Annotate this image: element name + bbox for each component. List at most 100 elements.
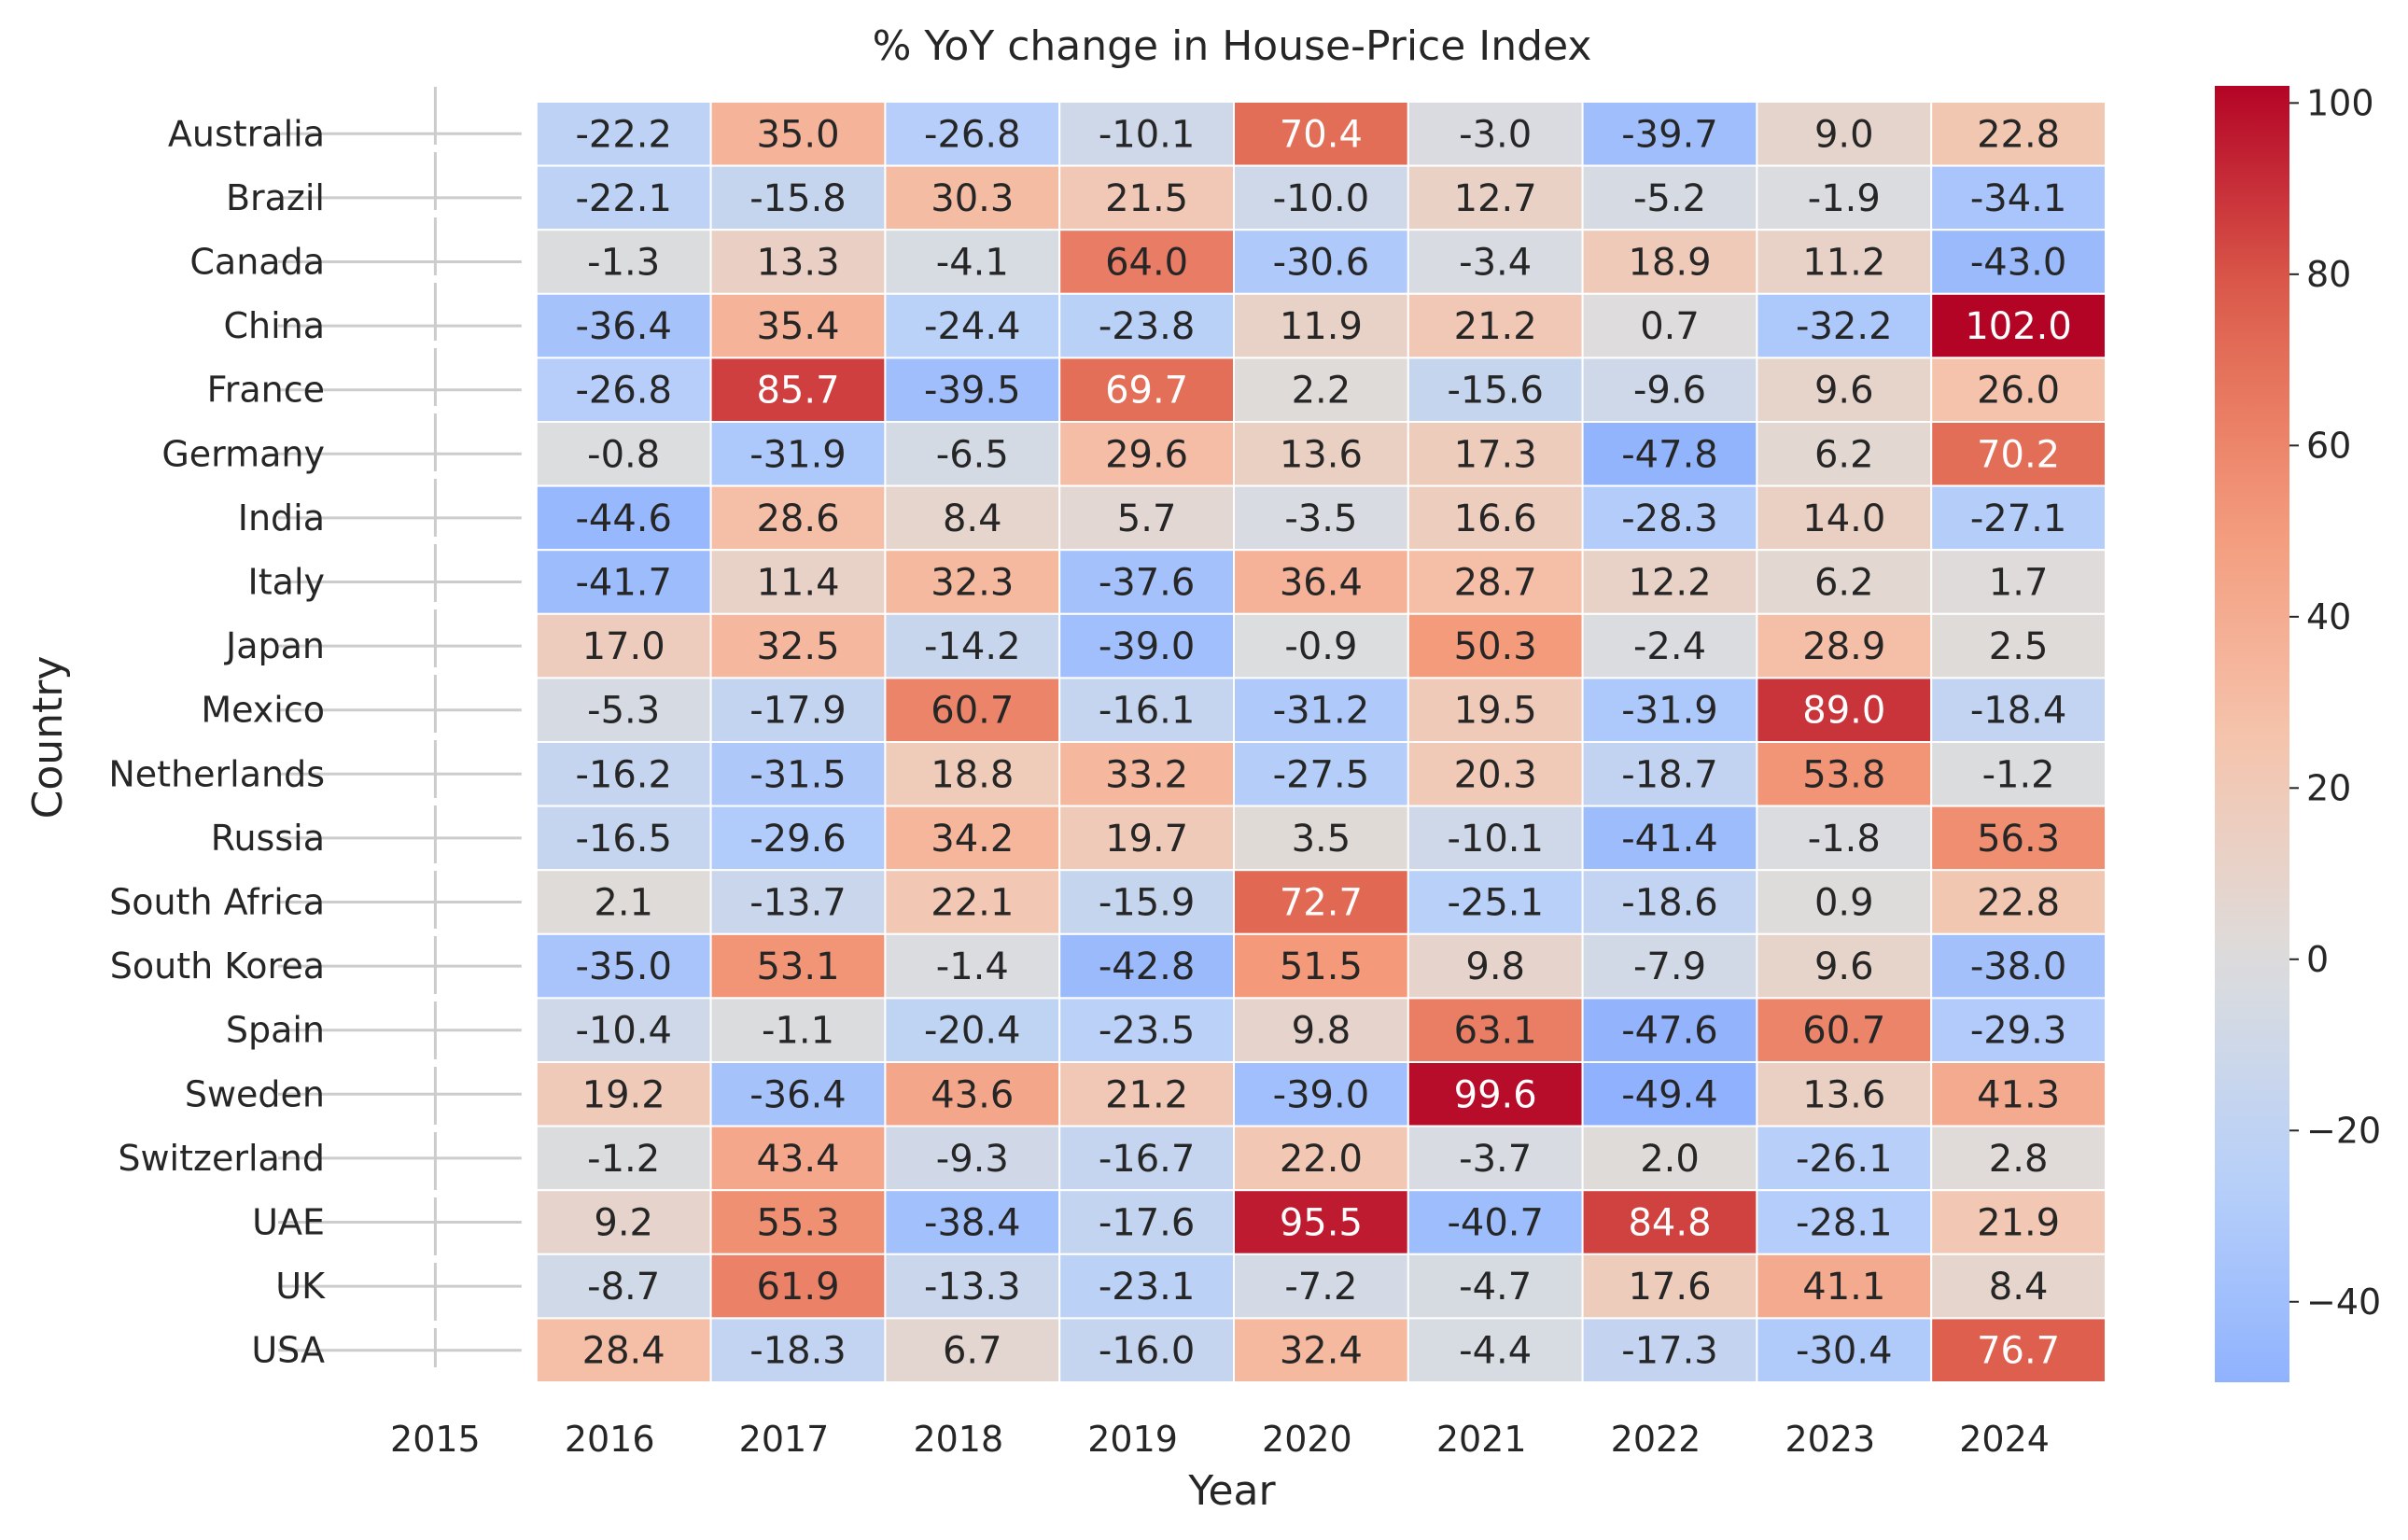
- heatmap-cell: [1407, 677, 1584, 744]
- cell-value-label: 17.0: [582, 625, 665, 668]
- cell-value-label: -31.2: [1273, 690, 1370, 733]
- heatmap-cell: [1407, 357, 1584, 423]
- cell-value-label: -5.3: [587, 690, 660, 733]
- cell-value-label: -39.5: [924, 370, 1021, 413]
- cell-value-label: 9.8: [1465, 945, 1525, 988]
- cell-value-label: 22.1: [931, 882, 1014, 925]
- cell-value-label: 13.6: [1802, 1073, 1885, 1116]
- cell-value-label: 6.2: [1814, 562, 1874, 605]
- heatmap-cell: [1058, 805, 1235, 872]
- cell-value-label: 5.7: [1117, 497, 1177, 540]
- cell-value-label: 30.3: [931, 177, 1014, 220]
- heatmap-cell: [1581, 1189, 1758, 1255]
- heatmap-cell: [1581, 164, 1758, 231]
- cell-value-label: 22.8: [1977, 113, 2060, 156]
- cell-value-label: -4.1: [936, 242, 1009, 285]
- cell-value-label: -8.7: [587, 1266, 660, 1309]
- cell-value-label: 21.5: [1105, 177, 1188, 220]
- heatmap-cell: [709, 869, 887, 935]
- cell-value-label: 18.8: [931, 753, 1014, 796]
- cell-value-label: 50.3: [1454, 625, 1537, 668]
- y-tick-label: Netherlands: [108, 753, 325, 794]
- y-tick-label: Sweden: [185, 1073, 325, 1114]
- heatmap-cell: [1407, 101, 1584, 167]
- heatmap-cell: [1756, 1125, 1933, 1192]
- heatmap-cell: [535, 741, 712, 807]
- heatmap-cell: [1233, 741, 1409, 807]
- y-tick-label: Germany: [161, 433, 325, 474]
- cell-value-label: -7.2: [1284, 1266, 1357, 1309]
- heatmap-cell: [1058, 1189, 1235, 1255]
- heatmap-cell: [1233, 932, 1409, 1000]
- cell-value-label: 6.2: [1814, 433, 1874, 476]
- cell-value-label: -42.8: [1099, 945, 1196, 988]
- heatmap-cell: [709, 932, 887, 1000]
- cell-value-label: 43.6: [931, 1073, 1014, 1116]
- heatmap-cell: [1756, 1189, 1933, 1255]
- x-axis-ticks: 2015 2016 2017 2018 2019 2020 2021 2022 2023 2024: [390, 1419, 2050, 1460]
- heatmap-cell: [535, 805, 712, 872]
- cell-value-label: -1.2: [587, 1138, 660, 1181]
- cell-value-label: -38.4: [924, 1202, 1021, 1245]
- cell-value-label: -37.6: [1099, 562, 1196, 605]
- cell-value-label: 9.6: [1814, 370, 1874, 413]
- heatmap-cell: [1930, 1317, 2107, 1384]
- heatmap-cell: [1407, 1317, 1584, 1384]
- y-tick-label: France: [207, 370, 325, 411]
- y-tick-label: Australia: [168, 113, 325, 154]
- heatmap-cell: [1233, 484, 1409, 552]
- cell-value-label: 84.8: [1628, 1202, 1711, 1245]
- cell-value-label: -39.0: [1099, 625, 1196, 668]
- heatmap-cell: [1930, 1189, 2107, 1255]
- cell-value-label: -0.9: [1284, 625, 1357, 668]
- y-tick-label: Canada: [189, 242, 325, 283]
- cell-value-label: -47.8: [1621, 433, 1718, 476]
- cell-value-label: -26.8: [575, 370, 672, 413]
- cell-value-label: -41.4: [1621, 818, 1718, 861]
- cell-value-label: 18.9: [1628, 242, 1711, 285]
- colorbar-gradient: [2215, 86, 2289, 1382]
- cell-value-label: 0.9: [1814, 882, 1874, 925]
- x-tick-label: 2018: [913, 1419, 1003, 1460]
- y-tick-label: Brazil: [226, 177, 325, 218]
- heatmap-cell: [535, 932, 712, 1000]
- heatmap-cell: [1058, 1061, 1235, 1127]
- cell-value-label: 32.5: [756, 625, 839, 668]
- cell-value-label: 99.6: [1454, 1073, 1537, 1116]
- cell-value-label: -43.0: [1970, 242, 2067, 285]
- cell-value-label: 2.1: [594, 882, 653, 925]
- cell-value-label: 64.0: [1105, 242, 1188, 285]
- heatmap-cell: [1581, 549, 1758, 615]
- cell-value-label: 9.0: [1814, 113, 1874, 156]
- cell-value-label: -16.2: [575, 753, 672, 796]
- cell-value-label: 8.4: [1989, 1266, 2049, 1309]
- cell-value-label: 11.4: [756, 562, 839, 605]
- cell-value-label: -18.4: [1970, 690, 2067, 733]
- cell-value-label: 76.7: [1977, 1330, 2060, 1373]
- colorbar-tick-label: −20: [2306, 1110, 2381, 1151]
- cell-value-label: -3.7: [1459, 1138, 1532, 1181]
- heatmap-cell: [535, 292, 712, 359]
- cell-value-label: -36.4: [749, 1073, 847, 1116]
- cell-value-label: 19.7: [1105, 818, 1188, 861]
- cell-value-label: -15.6: [1447, 370, 1544, 413]
- cell-value-label: 33.2: [1105, 753, 1188, 796]
- cell-value-label: 28.4: [582, 1330, 665, 1373]
- cell-value-label: 9.2: [594, 1202, 653, 1245]
- heatmap-cell: [1581, 932, 1758, 1000]
- cell-value-label: -13.7: [749, 882, 847, 925]
- cell-value-label: -1.3: [587, 242, 660, 285]
- heatmap-cell: [1581, 869, 1758, 935]
- heatmap-cell: [884, 997, 1061, 1064]
- cell-value-label: 95.5: [1280, 1202, 1363, 1245]
- heatmap-cell: [884, 357, 1061, 423]
- cell-value-label: -6.5: [936, 433, 1009, 476]
- cell-value-label: -17.3: [1621, 1330, 1718, 1373]
- cell-value-label: 13.3: [756, 242, 839, 285]
- cell-value-label: 56.3: [1977, 818, 2060, 861]
- heatmap-cell: [1930, 805, 2107, 872]
- colorbar-tick-label: 20: [2306, 767, 2351, 808]
- cell-value-label: 3.5: [1292, 818, 1351, 861]
- heatmap-cell: [535, 677, 712, 744]
- heatmap-cell: [1233, 869, 1409, 935]
